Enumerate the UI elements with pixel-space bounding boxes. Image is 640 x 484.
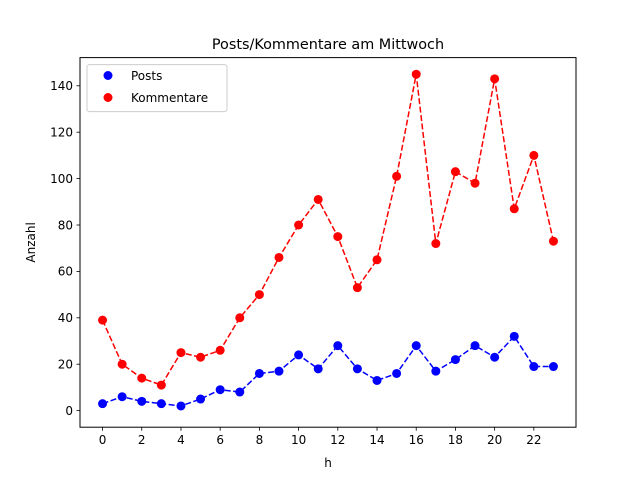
series-layer xyxy=(98,69,558,411)
data-point-kommentare xyxy=(294,220,304,230)
plot-area xyxy=(79,57,577,428)
data-point-posts xyxy=(137,396,147,406)
x-tick-label: 14 xyxy=(369,433,384,447)
y-axis-label: Anzahl xyxy=(24,222,38,262)
y-tick-label: 0 xyxy=(65,404,73,418)
y-tick-label: 20 xyxy=(58,358,73,372)
x-tick-label: 12 xyxy=(330,433,345,447)
data-point-kommentare xyxy=(509,204,519,214)
data-point-posts xyxy=(450,355,460,365)
y-tick-label: 40 xyxy=(58,311,73,325)
data-point-kommentare xyxy=(137,373,147,383)
data-point-posts xyxy=(98,399,108,409)
data-point-posts xyxy=(392,368,402,378)
y-axis: 0 20 40 60 80 100 120 140 xyxy=(50,79,80,418)
data-point-posts xyxy=(548,362,558,372)
data-point-posts xyxy=(372,375,382,385)
data-point-posts xyxy=(470,341,480,351)
data-point-kommentare xyxy=(313,194,323,204)
axes-frame xyxy=(79,57,577,428)
x-tick-label: 6 xyxy=(216,433,224,447)
data-point-kommentare xyxy=(431,239,441,249)
data-point-kommentare xyxy=(333,232,343,242)
data-point-posts xyxy=(431,366,441,376)
y-tick-label: 140 xyxy=(50,79,73,93)
data-point-kommentare xyxy=(372,255,382,265)
x-axis: 0 2 4 6 8 10 12 14 16 18 20 22 xyxy=(99,427,541,447)
data-point-kommentare xyxy=(548,236,558,246)
data-point-posts xyxy=(156,399,166,409)
data-point-posts xyxy=(215,385,225,395)
data-point-kommentare xyxy=(196,352,206,362)
data-point-posts xyxy=(352,364,362,374)
data-point-kommentare xyxy=(215,345,225,355)
data-point-posts xyxy=(254,368,264,378)
data-point-posts xyxy=(274,366,284,376)
data-point-kommentare xyxy=(529,150,539,160)
data-point-posts xyxy=(294,350,304,360)
data-point-posts xyxy=(313,364,323,374)
x-tick-label: 8 xyxy=(256,433,264,447)
legend-marker-kommentare xyxy=(103,93,113,102)
data-point-kommentare xyxy=(411,69,421,79)
y-tick-label: 60 xyxy=(58,265,73,279)
x-tick-label: 2 xyxy=(138,433,146,447)
data-point-kommentare xyxy=(450,167,460,177)
data-point-kommentare xyxy=(235,313,245,323)
data-point-posts xyxy=(490,352,500,362)
data-point-kommentare xyxy=(470,178,480,188)
legend-box xyxy=(86,64,228,113)
x-tick-label: 22 xyxy=(526,433,541,447)
x-axis-label: h xyxy=(324,456,332,470)
data-point-posts xyxy=(509,331,519,341)
data-point-kommentare xyxy=(117,359,127,369)
y-tick-label: 120 xyxy=(50,125,73,139)
x-tick-label: 16 xyxy=(409,433,424,447)
x-tick-label: 20 xyxy=(487,433,502,447)
legend: Posts Kommentare xyxy=(86,64,228,113)
data-point-kommentare xyxy=(254,290,264,300)
series-kommentare xyxy=(98,69,558,390)
legend-label-posts: Posts xyxy=(131,69,162,83)
data-point-posts xyxy=(117,392,127,402)
y-tick-label: 80 xyxy=(58,218,73,232)
legend-entry-kommentare: Kommentare xyxy=(103,91,208,105)
y-tick-label: 100 xyxy=(50,172,73,186)
data-point-posts xyxy=(196,394,206,404)
data-point-posts xyxy=(333,341,343,351)
x-tick-label: 4 xyxy=(177,433,185,447)
data-point-kommentare xyxy=(274,252,284,262)
data-point-posts xyxy=(529,362,539,372)
data-point-posts xyxy=(176,401,186,411)
data-point-kommentare xyxy=(156,380,166,390)
legend-label-kommentare: Kommentare xyxy=(131,91,208,105)
x-tick-label: 18 xyxy=(448,433,463,447)
data-point-kommentare xyxy=(98,315,108,325)
data-point-kommentare xyxy=(490,74,500,84)
data-point-posts xyxy=(411,341,421,351)
data-point-kommentare xyxy=(352,283,362,293)
chart-title: Posts/Kommentare am Mittwoch xyxy=(212,37,444,53)
data-point-kommentare xyxy=(176,348,186,358)
data-point-posts xyxy=(235,387,245,397)
series-posts xyxy=(98,331,558,411)
x-tick-label: 0 xyxy=(99,433,107,447)
series-line-kommentare xyxy=(101,74,555,387)
legend-entry-posts: Posts xyxy=(103,69,162,83)
data-point-kommentare xyxy=(392,171,402,181)
x-tick-label: 10 xyxy=(291,433,306,447)
legend-marker-posts xyxy=(103,71,113,80)
